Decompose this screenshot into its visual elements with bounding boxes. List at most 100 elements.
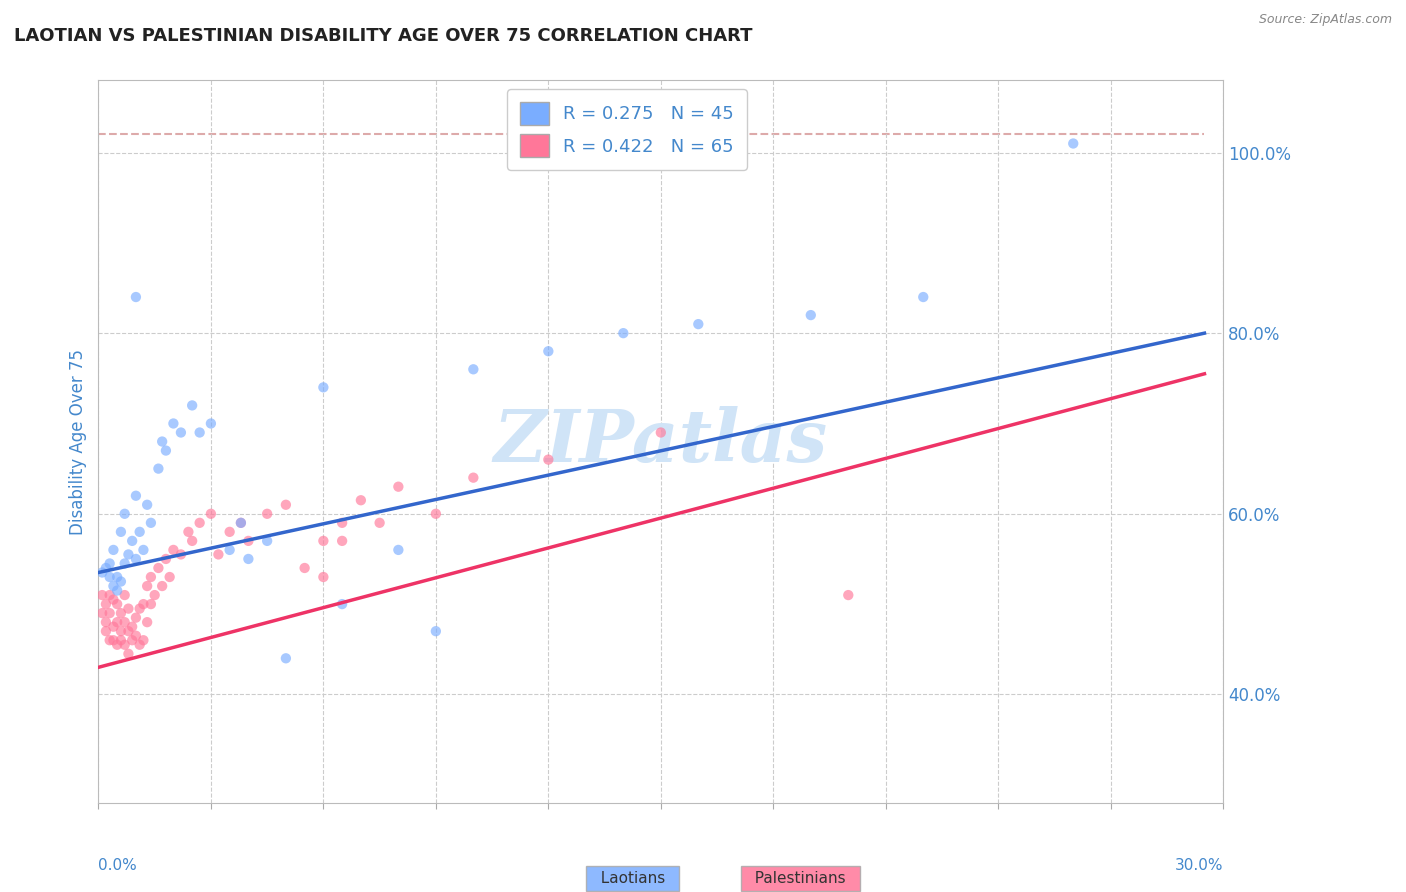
Point [121,620,143,634]
Point [150,434,173,449]
Point [125,610,148,624]
Point [463,471,485,485]
Point [162,542,184,557]
Point [117,548,139,562]
Text: LAOTIAN VS PALESTINIAN DISABILITY AGE OVER 75 CORRELATION CHART: LAOTIAN VS PALESTINIAN DISABILITY AGE OV… [14,27,752,45]
Point [229,516,252,530]
Point [148,461,170,475]
Point [117,647,139,661]
Point [425,624,447,639]
Point [110,633,132,648]
Legend: R = 0.275   N = 45, R = 0.422   N = 65: R = 0.275 N = 45, R = 0.422 N = 65 [508,89,747,170]
Point [312,533,335,548]
Point [256,533,278,548]
Text: 0.0%: 0.0% [98,858,138,872]
Point [312,380,335,394]
Point [139,597,162,611]
Point [132,633,155,648]
Text: 30.0%: 30.0% [1175,858,1223,872]
Point [312,570,335,584]
Point [136,615,159,630]
Point [181,533,204,548]
Point [103,620,125,634]
Point [274,498,297,512]
Point [537,452,560,467]
Point [105,570,128,584]
Point [114,557,136,571]
Point [94,624,117,639]
Point [91,606,114,620]
Point [91,566,114,580]
Text: Laotians: Laotians [591,871,675,886]
Point [103,542,125,557]
Point [350,493,373,508]
Point [136,498,159,512]
Point [188,425,211,440]
Point [425,507,447,521]
Point [387,542,409,557]
Point [139,516,162,530]
Point [103,592,125,607]
Point [117,601,139,615]
Point [188,516,211,530]
Point [110,606,132,620]
Point [612,326,634,341]
Point [136,579,159,593]
Point [91,588,114,602]
Point [125,629,148,643]
Point [150,579,173,593]
Point [463,362,485,376]
Point [159,570,181,584]
Point [256,507,278,521]
Point [98,570,121,584]
Point [800,308,823,322]
Point [139,570,162,584]
Point [132,542,155,557]
Point [294,561,316,575]
Point [114,588,136,602]
Point [170,548,193,562]
Point [132,597,155,611]
Point [110,524,132,539]
Point [218,542,240,557]
Point [912,290,935,304]
Point [103,579,125,593]
Point [94,597,117,611]
Point [114,638,136,652]
Point [105,583,128,598]
Point [330,597,353,611]
Point [105,615,128,630]
Point [117,624,139,639]
Point [98,557,121,571]
Point [1062,136,1084,151]
Point [181,398,204,412]
Point [537,344,560,359]
Point [200,417,222,431]
Point [229,516,252,530]
Point [110,624,132,639]
Point [143,588,166,602]
Point [837,588,859,602]
Point [688,317,710,331]
Point [148,561,170,575]
Point [155,443,177,458]
Point [162,417,184,431]
Y-axis label: Disability Age Over 75: Disability Age Over 75 [69,349,87,534]
Point [238,552,260,566]
Point [125,489,148,503]
Point [94,561,117,575]
Point [387,480,409,494]
Point [98,633,121,648]
Point [128,638,150,652]
Text: Palestinians: Palestinians [745,871,856,886]
Point [110,574,132,589]
Point [170,425,193,440]
Point [330,533,353,548]
Point [121,533,143,548]
Point [105,638,128,652]
Point [114,615,136,630]
Point [274,651,297,665]
Point [200,507,222,521]
Point [218,524,240,539]
Text: Source: ZipAtlas.com: Source: ZipAtlas.com [1258,13,1392,27]
